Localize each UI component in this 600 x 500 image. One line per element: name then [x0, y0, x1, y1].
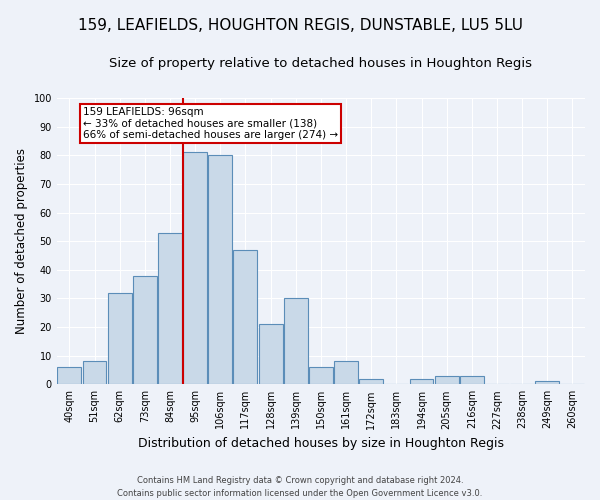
Bar — [309, 367, 333, 384]
Bar — [259, 324, 283, 384]
X-axis label: Distribution of detached houses by size in Houghton Regis: Distribution of detached houses by size … — [138, 437, 504, 450]
Bar — [158, 232, 182, 384]
Bar — [108, 292, 131, 384]
Bar — [435, 376, 458, 384]
Bar — [359, 378, 383, 384]
Bar — [233, 250, 257, 384]
Y-axis label: Number of detached properties: Number of detached properties — [15, 148, 28, 334]
Bar — [334, 362, 358, 384]
Bar — [58, 367, 82, 384]
Bar — [460, 376, 484, 384]
Bar — [133, 276, 157, 384]
Title: Size of property relative to detached houses in Houghton Regis: Size of property relative to detached ho… — [109, 58, 532, 70]
Bar — [410, 378, 433, 384]
Text: 159 LEAFIELDS: 96sqm
← 33% of detached houses are smaller (138)
66% of semi-deta: 159 LEAFIELDS: 96sqm ← 33% of detached h… — [83, 106, 338, 140]
Bar — [535, 382, 559, 384]
Text: 159, LEAFIELDS, HOUGHTON REGIS, DUNSTABLE, LU5 5LU: 159, LEAFIELDS, HOUGHTON REGIS, DUNSTABL… — [77, 18, 523, 32]
Bar — [284, 298, 308, 384]
Text: Contains HM Land Registry data © Crown copyright and database right 2024.
Contai: Contains HM Land Registry data © Crown c… — [118, 476, 482, 498]
Bar — [183, 152, 207, 384]
Bar — [83, 362, 106, 384]
Bar — [208, 156, 232, 384]
